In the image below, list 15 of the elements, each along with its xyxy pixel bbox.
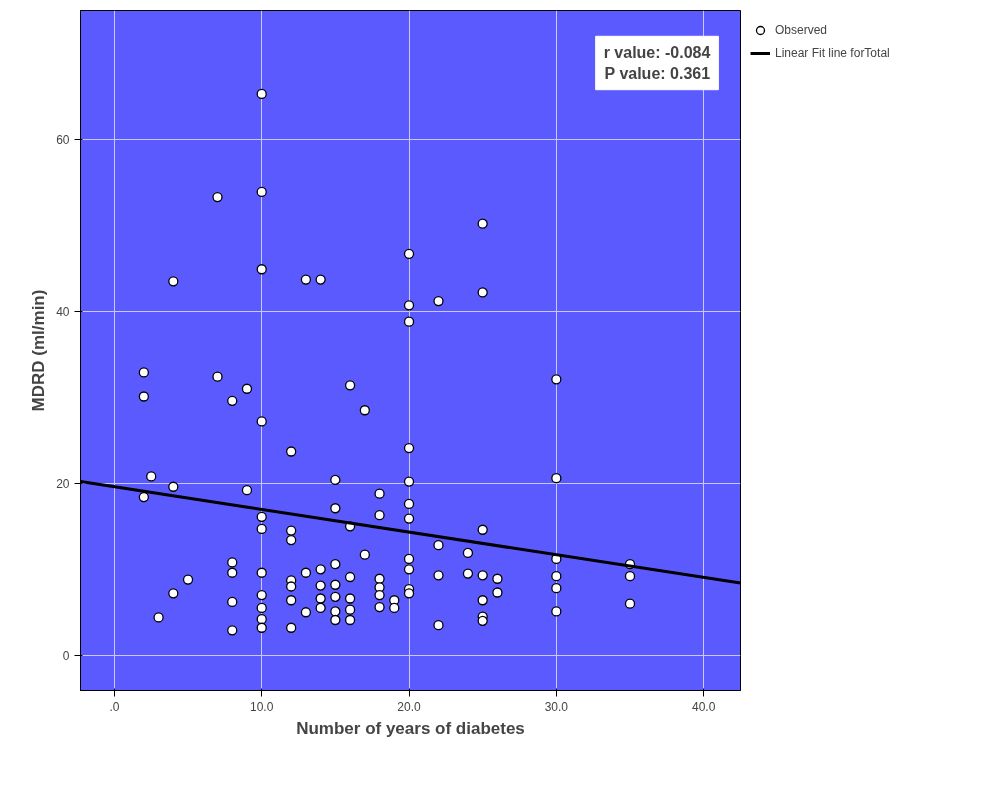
x-tick-label: .0 xyxy=(109,699,120,714)
y-axis-title: MDRD (ml/min) xyxy=(29,289,49,412)
x-tick-label: 10.0 xyxy=(250,699,274,714)
annotation: P value: 0.361 xyxy=(604,64,711,82)
y-tick-label: 0 xyxy=(62,648,70,663)
x-tick-label: 30.0 xyxy=(544,699,569,714)
y-tick-label: 40 xyxy=(56,304,70,319)
legend-label: Observed xyxy=(775,23,828,37)
y-tick-label: 20 xyxy=(56,476,70,491)
x-tick-label: 40.0 xyxy=(691,699,716,714)
annotation: r value: -0.084 xyxy=(603,44,711,62)
legend-label: Linear Fit line forTotal xyxy=(775,46,890,60)
y-tick-label: 60 xyxy=(56,132,70,147)
x-axis-title: Number of years of diabetes xyxy=(296,718,525,738)
x-tick-label: 20.0 xyxy=(397,699,422,714)
